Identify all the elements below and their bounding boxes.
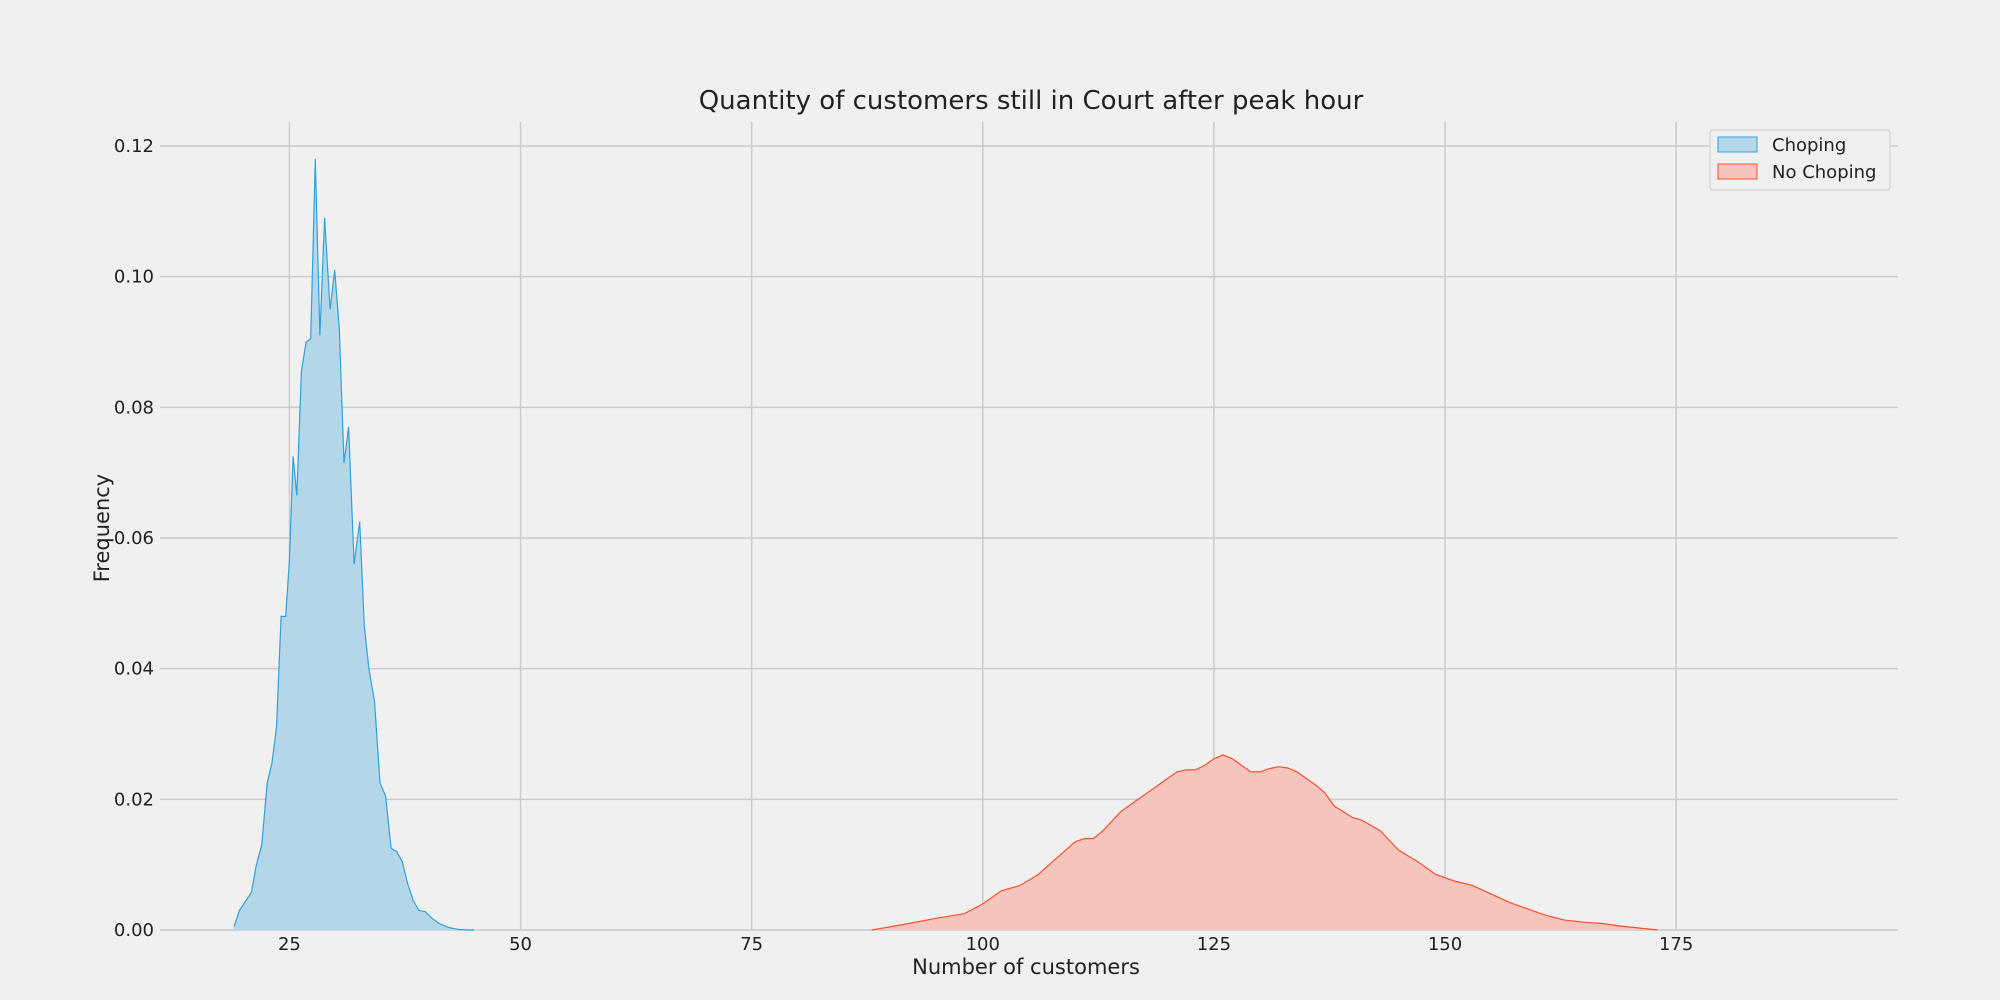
y-tick-label: 0.02: [114, 789, 154, 810]
density-area-no-choping: [871, 754, 1658, 930]
legend-swatch-choping: [1717, 136, 1758, 153]
chart-title: Quantity of customers still in Court aft…: [699, 86, 1364, 116]
legend-label-no-choping: No Choping: [1772, 162, 1876, 183]
x-tick-label: 75: [740, 934, 763, 955]
x-tick-label: 125: [1197, 934, 1231, 955]
y-tick-label: 0.06: [114, 528, 154, 549]
y-tick-label: 0.10: [114, 267, 154, 288]
x-tick-label: 150: [1428, 934, 1462, 955]
y-tick-label: 0.00: [114, 920, 154, 941]
series-layer: [233, 159, 1658, 931]
tick-labels: 0.00 0.02 0.04 0.06 0.08 0.10 0.12 25 50 75 100 125…: [114, 136, 1693, 955]
density-line-no-choping: [871, 754, 1658, 931]
legend-label-choping: Choping: [1772, 135, 1846, 156]
density-line-choping: [233, 159, 475, 931]
y-axis-label: Frequency: [90, 474, 114, 583]
legend-swatch-no-choping: [1717, 163, 1758, 180]
x-tick-label: 25: [278, 934, 301, 955]
density-area-choping: [234, 159, 475, 931]
y-tick-label: 0.08: [114, 397, 154, 418]
x-tick-label: 50: [509, 934, 532, 955]
y-tick-label: 0.12: [114, 136, 154, 157]
x-tick-label: 100: [966, 934, 1000, 955]
y-tick-label: 0.04: [114, 659, 154, 680]
legend: Choping No Choping: [1709, 129, 1891, 191]
x-axis-label: Number of customers: [912, 955, 1140, 979]
grid-lines: [160, 122, 1898, 931]
x-tick-label: 175: [1659, 934, 1693, 955]
